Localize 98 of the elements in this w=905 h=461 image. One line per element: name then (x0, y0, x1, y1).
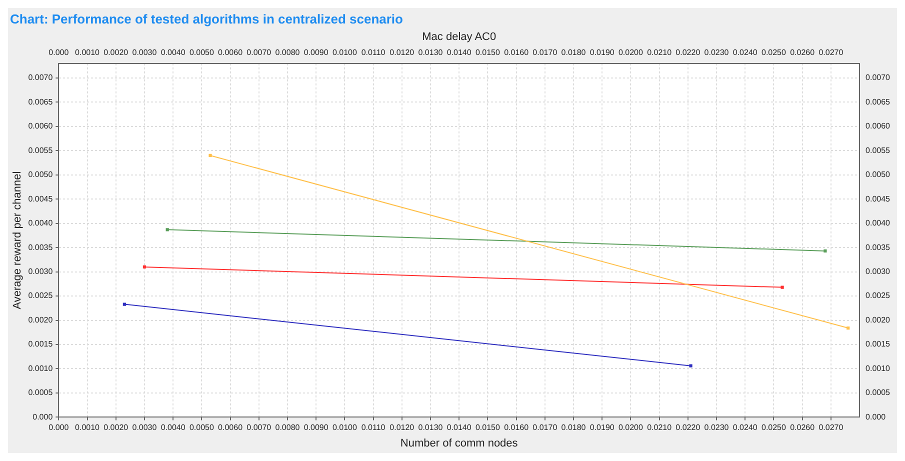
y2-tick-label: 0.0050 (866, 170, 891, 180)
x-tick-label: 0.0110 (361, 423, 386, 432)
x2-tick-label: 0.0020 (104, 48, 129, 57)
y-axis-title: Average reward per channel (12, 171, 24, 310)
x2-tick-label: 0.0200 (618, 48, 644, 57)
y2-tick-label: 0.0030 (866, 267, 891, 276)
x2-tick-label: 0.0050 (189, 48, 214, 57)
x2-tick-label: 0.0060 (218, 48, 244, 57)
x-tick-label: 0.0230 (704, 423, 730, 432)
x-tick-label: 0.0100 (332, 423, 358, 432)
x2-tick-label: 0.0010 (75, 48, 100, 57)
x-tick-label: 0.0250 (761, 423, 787, 432)
point (208, 154, 212, 158)
y2-tick-label: 0.0070 (866, 73, 891, 82)
y-tick-label: 0.0005 (28, 388, 54, 398)
y-tick-label: 0.0025 (28, 291, 54, 300)
y2-tick-label: 0.0060 (866, 122, 891, 131)
point (689, 364, 692, 368)
x2-tick-label: 0.0120 (390, 48, 415, 57)
x-tick-label: 0.0220 (676, 423, 701, 432)
x2-tick-label: 0.0070 (246, 48, 272, 57)
y-tick-label: 0.0070 (28, 73, 54, 82)
x-tick-label: 0.0240 (732, 423, 758, 432)
x2-tick-label: 0.0250 (761, 48, 787, 57)
y2-tick-label: 0.0010 (866, 364, 891, 373)
y2-tick-label: 0.0045 (866, 194, 891, 204)
x2-axis-title: Mac delay AC0 (422, 31, 496, 44)
x-tick-label: 0.0190 (590, 423, 615, 432)
x-tick-label: 0.0170 (532, 423, 558, 432)
point (846, 326, 850, 330)
y-tick-label: 0.000 (32, 412, 54, 422)
x-tick-label: 0.0260 (790, 423, 816, 432)
x2-tick-label: 0.000 (48, 48, 70, 57)
x2-tick-label: 0.0260 (790, 48, 816, 57)
x2-tick-label: 0.0190 (590, 48, 615, 57)
y-tick-label: 0.0060 (28, 122, 54, 131)
x2-tick-label: 0.0270 (818, 48, 844, 57)
x2-tick-label: 0.0140 (446, 48, 472, 57)
x-tick-label: 0.0070 (246, 423, 272, 432)
x-tick-label: 0.000 (48, 423, 70, 432)
x-tick-label: 0.0030 (132, 423, 158, 432)
y2-tick-label: 0.0065 (866, 97, 891, 106)
x2-tick-label: 0.0090 (304, 48, 329, 57)
x-tick-label: 0.0270 (818, 423, 844, 432)
x-tick-label: 0.0160 (504, 423, 530, 432)
chart-title: Chart: Performance of tested algorithms in centralized scenario (10, 11, 404, 26)
x-tick-label: 0.0130 (418, 423, 444, 432)
x2-tick-label: 0.0030 (132, 48, 158, 57)
x2-tick-label: 0.0230 (704, 48, 730, 57)
y2-tick-label: 0.0035 (866, 242, 891, 252)
x-tick-label: 0.0120 (390, 423, 415, 432)
x2-tick-label: 0.0220 (676, 48, 701, 57)
x-tick-label: 0.0210 (647, 423, 672, 432)
x2-tick-label: 0.0150 (475, 48, 500, 57)
y2-tick-label: 0.0055 (866, 146, 891, 155)
x-tick-label: 0.0050 (189, 423, 214, 432)
y-tick-label: 0.0020 (28, 315, 54, 324)
y-tick-label: 0.0030 (28, 267, 54, 276)
y-tick-label: 0.0015 (28, 340, 54, 349)
x-tick-label: 0.0150 (475, 423, 500, 432)
y2-tick-label: 0.0020 (866, 315, 891, 324)
x-tick-label: 0.0140 (446, 423, 472, 432)
y2-tick-label: 0.0015 (866, 340, 891, 349)
x2-tick-label: 0.0180 (561, 48, 586, 57)
x2-tick-label: 0.0130 (418, 48, 444, 57)
y-tick-label: 0.0040 (28, 218, 54, 228)
point (780, 286, 784, 289)
x2-tick-label: 0.0100 (332, 48, 358, 57)
y-tick-label: 0.0045 (28, 194, 54, 204)
y2-tick-label: 0.0005 (866, 388, 891, 398)
x-tick-label: 0.0020 (104, 423, 129, 432)
y-tick-label: 0.0065 (28, 97, 54, 106)
x2-tick-label: 0.0080 (275, 48, 300, 57)
x-tick-label: 0.0180 (561, 423, 586, 432)
x-tick-label: 0.0040 (160, 423, 186, 432)
x-tick-label: 0.0080 (275, 423, 300, 432)
point (142, 265, 146, 269)
y-tick-label: 0.0035 (28, 242, 54, 252)
y-tick-label: 0.0010 (28, 364, 54, 373)
y-tick-label: 0.0050 (28, 170, 54, 180)
point (824, 249, 827, 253)
y2-tick-label: 0.0040 (866, 218, 891, 228)
y2-tick-label: 0.000 (866, 412, 886, 422)
x-tick-label: 0.0060 (218, 423, 244, 432)
y-tick-label: 0.0055 (28, 146, 54, 155)
point (122, 302, 126, 306)
x2-tick-label: 0.0210 (647, 48, 672, 57)
y2-tick-label: 0.0025 (866, 291, 891, 300)
x2-tick-label: 0.0110 (361, 48, 386, 57)
x-tick-label: 0.0010 (75, 423, 100, 432)
x-axis-title: Number of comm nodes (400, 437, 518, 450)
x2-tick-label: 0.0040 (160, 48, 186, 57)
point (166, 228, 169, 232)
x-tick-label: 0.0200 (618, 423, 644, 432)
x-tick-label: 0.0090 (304, 423, 329, 432)
x2-tick-label: 0.0240 (732, 48, 758, 57)
x2-tick-label: 0.0170 (532, 48, 558, 57)
x2-tick-label: 0.0160 (504, 48, 530, 57)
